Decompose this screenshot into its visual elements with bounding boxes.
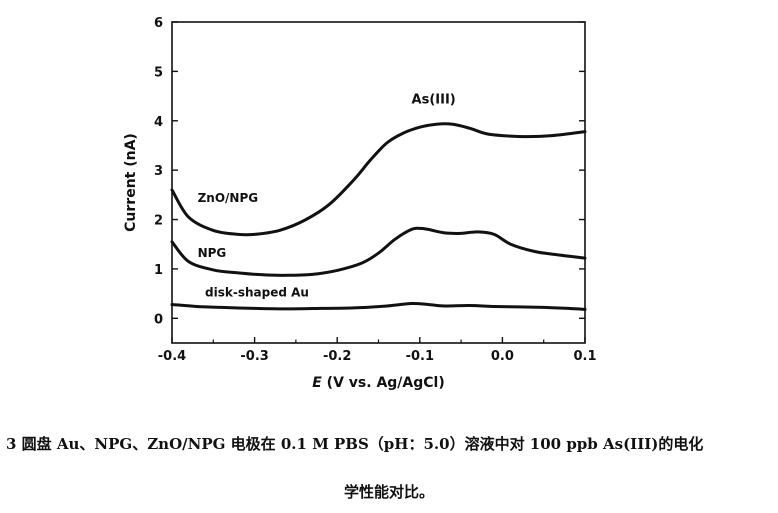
series-label-zno-npg: ZnO/NPG [198, 191, 259, 205]
y-axis-label: Current (nA) [123, 133, 139, 232]
x-tick-label: 0.0 [491, 349, 514, 364]
y-tick-label: 2 [154, 214, 163, 229]
x-tick-label: 0.1 [573, 349, 596, 364]
x-tick-label: -0.4 [158, 349, 186, 364]
chart: -0.4 -0.3 -0.2 -0.1 0.0 0.1 0 1 2 3 4 5 6 E (V vs. A… [123, 16, 597, 391]
y-tick-label: 4 [154, 115, 163, 130]
labels: E (V vs. Ag/AgCl) Current (nA) ZnO/NPG NPG d… [123, 92, 456, 391]
y-tick-label: 0 [154, 312, 163, 327]
x-axis-label: E (V vs. Ag/AgCl) [312, 375, 445, 391]
series-group [170, 122, 587, 311]
series-label-disk-shaped-au: disk-shaped Au [205, 286, 309, 300]
x-axis-label-symbol: E [312, 375, 322, 391]
x-tick-label: -0.2 [323, 349, 351, 364]
y-tick-label: 6 [154, 16, 163, 31]
x-tick-label: -0.3 [240, 349, 268, 364]
series-line-zno-npg [170, 122, 587, 237]
peak-annotation: As(III) [412, 92, 456, 107]
x-tick-label: -0.1 [406, 349, 434, 364]
y-tick-label: 3 [154, 164, 163, 179]
ticks: -0.4 -0.3 -0.2 -0.1 0.0 0.1 0 1 2 3 4 5 6 [154, 16, 597, 364]
figure-caption-line-2: 学性能对比。 [343, 483, 434, 501]
x-axis-label-unit: (V vs. Ag/AgCl) [322, 375, 445, 391]
series-line-npg [170, 226, 587, 277]
series-line-disk-shaped-au [170, 301, 587, 311]
y-tick-label: 5 [154, 65, 163, 80]
y-tick-label: 1 [154, 263, 163, 278]
figure-caption-line-1: 3 圆盘 Au、NPG、ZnO/NPG 电极在 0.1 M PBS（pH：5.0… [6, 435, 704, 453]
series-label-npg: NPG [198, 246, 227, 260]
